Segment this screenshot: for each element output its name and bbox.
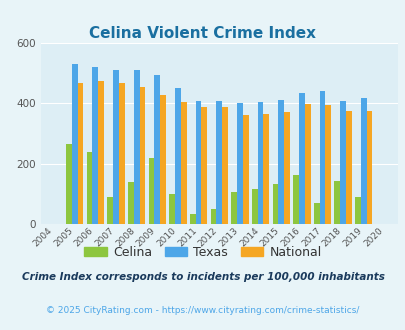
Bar — [72, 64, 77, 224]
Bar — [292, 175, 298, 224]
Bar — [98, 81, 104, 224]
Bar — [107, 197, 113, 224]
Bar — [92, 67, 98, 224]
Bar — [77, 83, 83, 224]
Bar — [169, 194, 175, 224]
Bar — [277, 100, 284, 224]
Bar — [298, 93, 304, 224]
Bar — [324, 105, 330, 224]
Bar — [148, 158, 154, 224]
Bar — [113, 70, 119, 224]
Bar — [201, 107, 207, 224]
Text: © 2025 CityRating.com - https://www.cityrating.com/crime-statistics/: © 2025 CityRating.com - https://www.city… — [46, 306, 359, 315]
Bar — [237, 103, 242, 224]
Bar — [231, 192, 237, 224]
Bar — [242, 115, 248, 224]
Bar — [128, 182, 133, 224]
Text: Celina Violent Crime Index: Celina Violent Crime Index — [89, 25, 316, 41]
Bar — [313, 203, 319, 224]
Bar — [354, 197, 360, 224]
Bar — [334, 181, 339, 224]
Text: Crime Index corresponds to incidents per 100,000 inhabitants: Crime Index corresponds to incidents per… — [21, 272, 384, 282]
Bar — [133, 70, 139, 224]
Bar — [251, 189, 257, 224]
Bar — [154, 75, 160, 224]
Bar — [257, 103, 263, 224]
Legend: Celina, Texas, National: Celina, Texas, National — [79, 241, 326, 264]
Bar — [190, 214, 195, 224]
Bar — [139, 87, 145, 224]
Bar — [160, 95, 166, 224]
Bar — [360, 98, 366, 224]
Bar — [263, 114, 269, 224]
Bar — [119, 83, 124, 224]
Bar — [180, 103, 186, 224]
Bar — [272, 183, 277, 224]
Bar — [345, 111, 351, 224]
Bar — [175, 88, 180, 224]
Bar — [319, 91, 324, 224]
Bar — [284, 112, 289, 224]
Bar — [222, 107, 227, 224]
Bar — [86, 152, 92, 224]
Bar — [195, 101, 201, 224]
Bar — [339, 101, 345, 224]
Bar — [66, 144, 72, 224]
Bar — [210, 209, 216, 224]
Bar — [216, 101, 222, 224]
Bar — [304, 104, 310, 224]
Bar — [366, 111, 371, 224]
